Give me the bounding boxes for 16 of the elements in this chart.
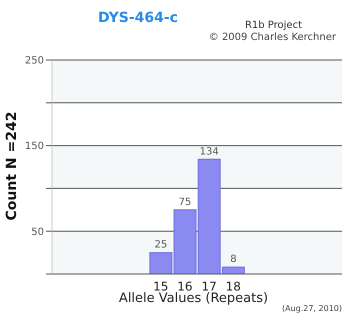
text: (Aug.27, 2010) <box>282 304 342 313</box>
data-label: 8 <box>230 254 237 266</box>
text: © 2009 Charles Kerchner <box>208 32 336 43</box>
data-label: 134 <box>200 146 219 158</box>
x-tick-label: 15 <box>153 280 168 294</box>
y-tick-label: 150 <box>24 141 44 152</box>
y-tick-label: 50 <box>31 226 44 238</box>
data-label: 25 <box>154 240 168 251</box>
x-tick-label: 16 <box>177 280 193 294</box>
chart-title: DYS-464-c <box>98 10 178 26</box>
x-axis-title: Allele Values (Repeats) <box>118 291 268 306</box>
y-tick-label: 250 <box>24 56 44 67</box>
text: R1b Project <box>244 20 302 31</box>
y-axis-title: Count N =242 <box>4 110 20 222</box>
x-tick-label: 18 <box>226 280 241 294</box>
data-label: 75 <box>178 196 192 208</box>
